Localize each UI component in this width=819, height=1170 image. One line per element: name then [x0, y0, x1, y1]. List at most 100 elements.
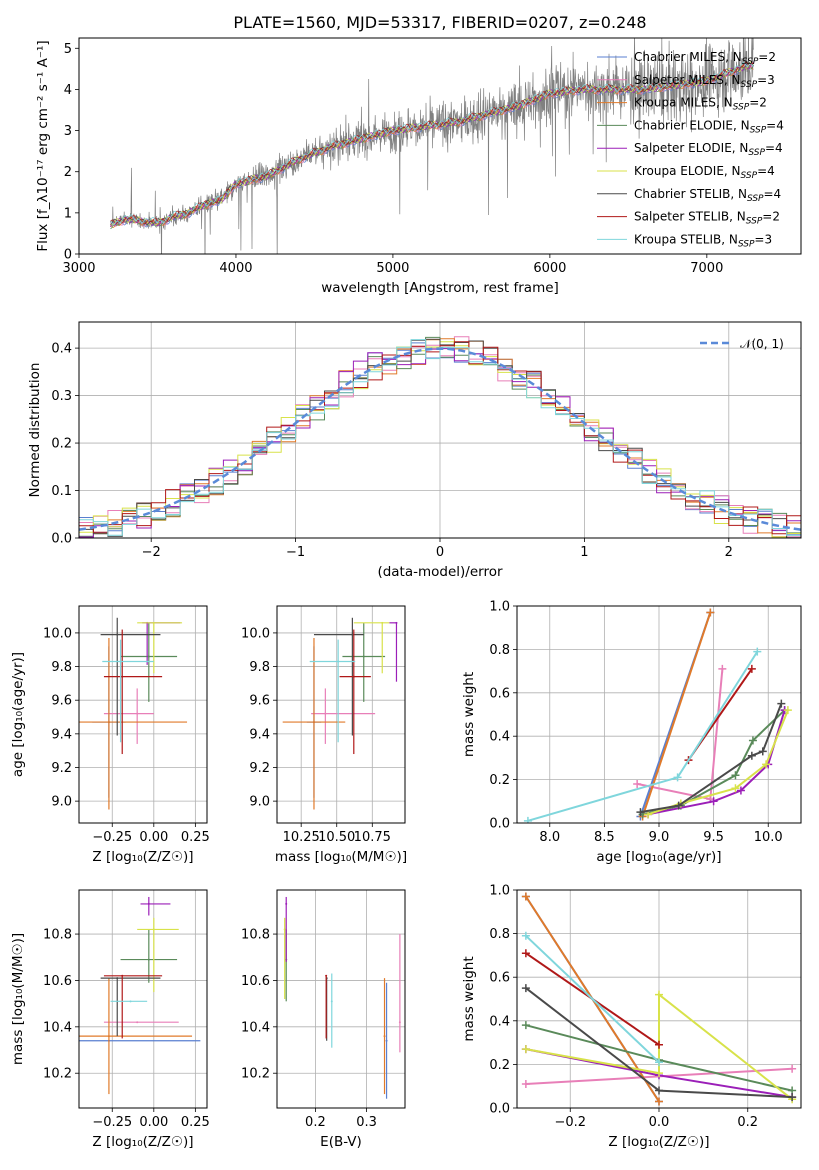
tick-label-x: −1 [286, 545, 305, 560]
tick-label-x: −0.25 [92, 830, 132, 845]
tick-label-y: 10.4 [241, 1020, 270, 1035]
weight-marker [706, 608, 715, 617]
tick-label-y: 9.8 [51, 660, 72, 675]
legend-label: Kroupa MILES, NSSP=2 [634, 96, 767, 113]
panel-Z-mass: −0.25 0.00 0.25 10.2 10.4 10.6 10.8 Z [log₁₀(Z/… [10, 889, 210, 1150]
tick-label-y: 4 [64, 83, 72, 98]
weight-marker [521, 1080, 530, 1089]
axes-frame [78, 605, 208, 824]
tick-label-y: 0.4 [489, 730, 510, 745]
tick-label-y: 10.6 [241, 974, 270, 989]
weight-line-kroupa-elodie [525, 992, 793, 1101]
point-salpeter-stelib [352, 675, 355, 678]
tick-label-y: 2 [64, 165, 72, 180]
plot-area-ebv-mass [283, 896, 401, 1099]
plot-area-Z-mass [79, 896, 201, 1095]
tick-label-y: 10.0 [241, 626, 270, 641]
tick-label-x: 9.5 [703, 830, 724, 845]
tick-label-y: 0.8 [489, 927, 510, 942]
weight-line-kroupa-miles [641, 612, 712, 817]
y-axis-label: mass weight [461, 672, 477, 757]
plot-area-mass-age [282, 617, 398, 810]
x-axis-label: (data-model)/error [377, 564, 503, 580]
point-kroupa-miles [107, 1035, 110, 1038]
weight-marker [655, 1058, 663, 1067]
point-chabrier-elodie [362, 655, 365, 658]
weight-marker [655, 1086, 663, 1095]
tick-label-x: 2 [725, 545, 733, 560]
weight-marker [747, 751, 756, 760]
tick-label-x: 0.00 [139, 1115, 168, 1130]
tick-label-x: 3000 [62, 261, 95, 276]
plot-area-Z-age [79, 617, 188, 810]
tick-label-y: 0.0 [489, 1102, 510, 1117]
weight-marker [521, 984, 530, 993]
tick-label-x: 8.0 [539, 830, 560, 845]
y-axis-label: Normed distribution [27, 363, 43, 498]
point-salpeter-elodie [395, 621, 398, 624]
tick-label-x: 0.2 [737, 1115, 758, 1130]
point-kroupa-elodie [381, 621, 384, 624]
tick-label-y: 9.2 [51, 761, 72, 776]
x-axis-label: mass [log₁₀(M/M☉)] [275, 849, 407, 865]
point-kroupa-elodie [283, 928, 286, 931]
x-axis-label: E(B-V) [320, 1134, 362, 1150]
legend-label: Chabrier ELODIE, NSSP=4 [634, 118, 784, 135]
panels: 3000 4000 5000 6000 7000 0 1 2 3 4 5 wavelength [An… [10, 37, 802, 1150]
tick-label-y: 9.4 [249, 727, 270, 742]
point-chabrier-elodie [147, 958, 150, 961]
weight-marker [731, 784, 740, 793]
point-chabrier-stelib [351, 633, 354, 636]
tick-label-y: 3 [64, 124, 72, 139]
tick-label-x: 7000 [690, 261, 723, 276]
tick-label-y: 1.0 [489, 600, 510, 615]
plot-area-residuals [79, 336, 801, 538]
tick-label-y: 9.0 [249, 795, 270, 810]
tick-label-y: 0.2 [489, 1058, 510, 1073]
weight-marker [523, 816, 532, 823]
tick-label-y: 10.8 [241, 928, 270, 943]
normal-curve [79, 347, 801, 531]
point-salpeter-stelib [121, 675, 124, 678]
legend-label: Chabrier STELIB, NSSP=4 [634, 187, 781, 204]
tick-label-x: 0.00 [139, 830, 168, 845]
model-line-kroupa-stelib [110, 61, 754, 226]
axes-frame [516, 605, 802, 824]
weight-marker [521, 1045, 530, 1054]
weight-marker [783, 706, 792, 715]
tick-label-y: 1.0 [489, 884, 510, 899]
point-salpeter-miles [324, 712, 327, 715]
tick-label-y: 0.6 [489, 971, 510, 986]
panel-age-weight: 8.0 8.5 9.0 9.5 10.0 0.0 0.2 0.4 0.6 0.8 1.0 age [l… [461, 600, 802, 865]
weight-marker [521, 892, 530, 901]
tick-label-y: 0.4 [489, 1014, 510, 1029]
hist-kroupa-stelib [79, 339, 801, 536]
weight-marker [674, 801, 683, 810]
weight-marker [748, 736, 757, 745]
panel-residuals: −2 −1 0 1 2 0.0 0.1 0.2 0.3 0.4 (data-model)/error… [27, 321, 802, 580]
panel-ebv-mass: 0.2 0.3 10.2 10.4 10.6 10.8 E(B-V) [241, 889, 406, 1150]
point-kroupa-stelib [337, 660, 340, 663]
axes-frame [276, 605, 406, 824]
weight-marker [655, 990, 663, 999]
tick-label-y: 0.1 [51, 484, 72, 499]
legend-label: Salpeter ELODIE, NSSP=4 [634, 141, 783, 158]
point-salpeter-elodie [285, 902, 288, 905]
tick-label-y: 10.2 [43, 1067, 72, 1082]
point-kroupa-stelib [330, 1000, 333, 1003]
axes-frame [78, 37, 802, 255]
tick-label-x: 0.25 [181, 830, 210, 845]
tick-label-x: 0 [436, 545, 444, 560]
figure-title: PLATE=1560, MJD=53317, FIBERID=0207, z=0… [233, 13, 646, 32]
point-salpeter-stelib [121, 974, 124, 977]
weight-line-kroupa-stelib [525, 935, 660, 1063]
tick-label-y: 9.2 [249, 761, 270, 776]
weight-marker [521, 949, 530, 958]
tick-label-x: 0.2 [305, 1115, 326, 1130]
tick-label-y: 9.8 [249, 660, 270, 675]
point-salpeter-miles [136, 712, 139, 715]
point-kroupa-miles [107, 721, 110, 724]
point-kroupa-stelib [119, 660, 122, 663]
panel-Z-weight: −0.2 0.0 0.2 0.0 0.2 0.4 0.6 0.8 1.0 Z [log₁₀(Z/Z… [461, 884, 802, 1150]
